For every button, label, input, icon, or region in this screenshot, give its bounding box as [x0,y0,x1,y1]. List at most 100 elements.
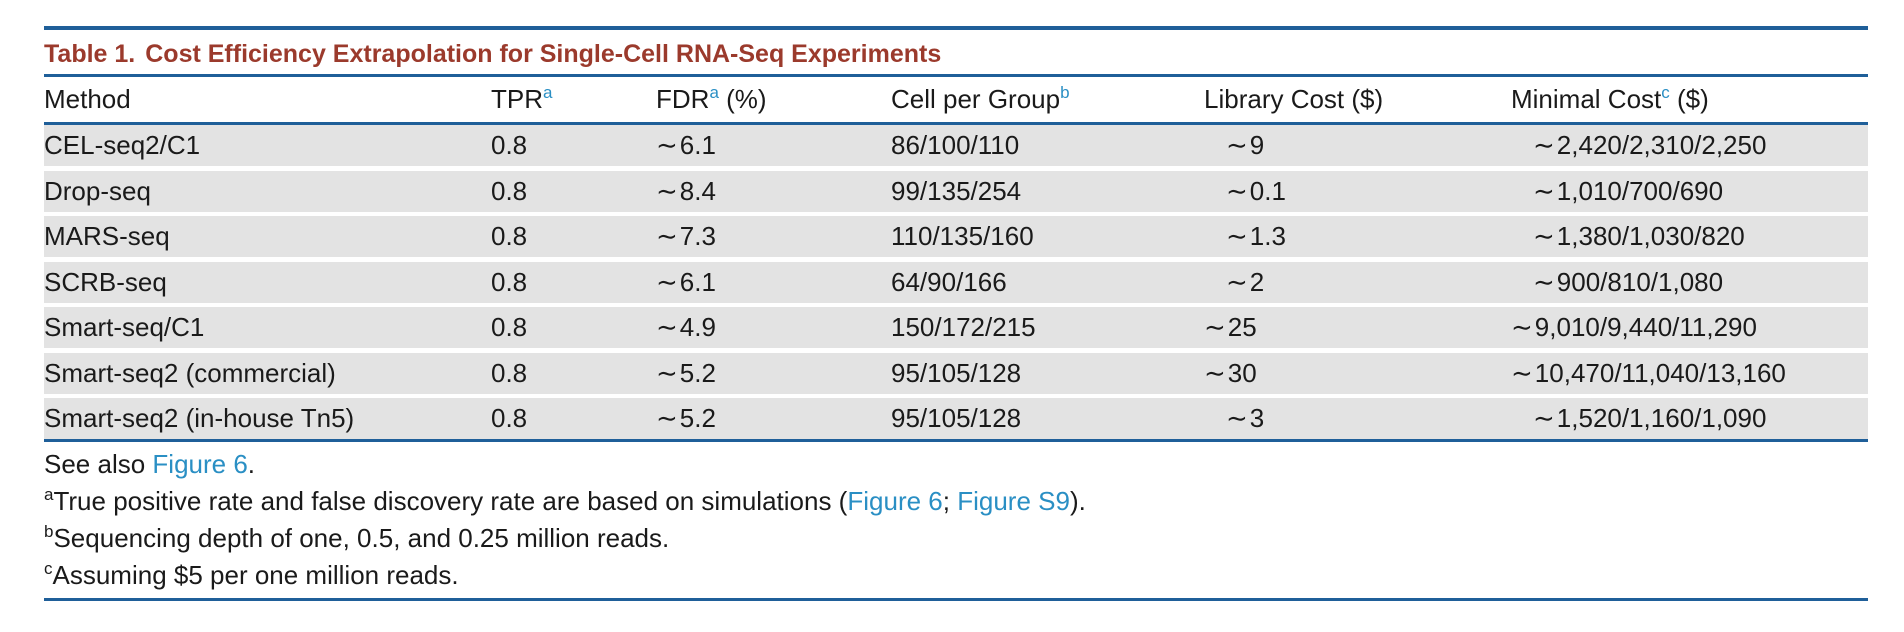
cell-minimal-value: 1,380/1,030/820 [1556,221,1745,251]
cell-method: MARS-seq [44,221,170,251]
tilde-symbol: ∼ [656,403,678,433]
tilde-symbol: ∼ [1511,312,1533,342]
cell-minimal-cost: ∼1,520/1,160/1,090 [1533,403,1868,434]
figure-6-link[interactable]: Figure 6 [847,486,943,516]
figure-s9-link[interactable]: Figure S9 [957,486,1070,516]
table-title-text: Cost Efficiency Extrapolation for Single… [145,40,942,68]
cell-minimal-value: 9,010/9,440/11,290 [1534,312,1757,342]
tilde-symbol: ∼ [1226,130,1248,160]
top-rule [44,26,1868,30]
cell-library-cost: ∼9 [1204,130,1533,161]
header-method: Method [44,84,131,114]
cell-fdr: ∼8.4 [656,176,891,207]
cell-library-cost: ∼30 [1204,358,1511,389]
cell-minimal-value: 10,470/11,040/13,160 [1534,357,1786,388]
cell-fdr-value: 7.3 [679,221,716,251]
cell-library-value: 2 [1249,266,1265,297]
cell-tpr: 0.8 [491,403,528,433]
footnote-marker-a[interactable]: a [543,83,553,102]
cell-fdr: ∼6.1 [656,267,891,298]
note-see-also: See also Figure 6. [44,446,1868,483]
cell-library-cost: ∼0.1 [1204,176,1533,207]
cell-cells: 95/105/128 [891,403,1022,433]
body-rule [44,439,1868,442]
tilde-symbol: ∼ [1226,266,1248,297]
title-rule [44,74,1868,77]
footnote-marker-b[interactable]: b [1060,83,1070,102]
footnote-marker-c[interactable]: c [1661,83,1670,102]
note-b: bSequencing depth of one, 0.5, and 0.25 … [44,520,1868,557]
cell-method: SCRB-seq [44,266,167,297]
note-see-also-text: See also [44,449,153,479]
tilde-symbol: ∼ [1511,357,1533,388]
header-tpr-label: TPR [491,84,543,114]
table-body: CEL-seq2/C1 0.8 ∼6.1 86/100/110 ∼9 ∼2,42… [44,125,1868,439]
table-number: Table 1. [44,40,136,68]
cell-cells: 110/135/160 [891,221,1034,251]
cell-tpr: 0.8 [491,130,528,160]
tilde-symbol: ∼ [656,266,678,297]
table-row: MARS-seq 0.8 ∼7.3 110/135/160 ∼1.3 ∼1,38… [44,216,1868,257]
note-c-text: Assuming $5 per one million reads. [52,560,459,590]
tilde-symbol: ∼ [1533,130,1555,160]
cell-cells: 150/172/215 [891,312,1036,342]
tilde-symbol: ∼ [656,175,678,206]
cell-minimal-cost: ∼1,010/700/690 [1533,176,1868,207]
cell-library-value: 9 [1249,130,1265,160]
header-minimal-unit: ($) [1669,84,1709,114]
cell-fdr: ∼5.2 [656,403,891,434]
header-minimal-cost: Minimal Costc ($) [1511,84,1868,115]
cell-tpr: 0.8 [491,221,528,251]
table-row: Smart-seq/C1 0.8 ∼4.9 150/172/215 ∼25 ∼9… [44,307,1868,348]
footnote-marker-a[interactable]: a [709,83,719,102]
cell-minimal-cost: ∼900/810/1,080 [1533,267,1868,298]
cell-tpr: 0.8 [491,312,528,342]
tilde-symbol: ∼ [1533,266,1555,297]
cell-fdr-value: 8.4 [679,175,716,206]
cell-minimal-value: 900/810/1,080 [1556,266,1724,297]
cell-minimal-cost: ∼1,380/1,030/820 [1533,221,1868,252]
note-punct: . [247,449,256,479]
note-a-marker: a [44,485,54,504]
cell-minimal-value: 2,420/2,310/2,250 [1556,130,1767,160]
header-library-cost: Library Cost ($) [1204,84,1384,114]
figure-6-link[interactable]: Figure 6 [152,449,248,479]
cell-method: Smart-seq2 (commercial) [44,357,336,388]
cell-tpr: 0.8 [491,357,528,388]
cell-minimal-value: 1,520/1,160/1,090 [1556,403,1767,433]
cell-cells: 64/90/166 [891,266,1007,297]
cell-fdr: ∼6.1 [656,130,891,161]
cell-fdr: ∼7.3 [656,221,891,252]
cell-method: Smart-seq/C1 [44,312,205,342]
cell-fdr-value: 5.2 [679,357,716,388]
header-fdr-unit: (%) [718,84,767,114]
tilde-symbol: ∼ [656,357,678,388]
header-row: Method TPRa FDRa (%) Cell per Groupb Lib… [44,77,1868,122]
cell-minimal-cost: ∼2,420/2,310/2,250 [1533,130,1868,161]
cell-tpr: 0.8 [491,266,528,297]
tilde-symbol: ∼ [1533,403,1555,433]
table-container: Table 1. Cost Efficiency Extrapolation fo… [44,26,1868,601]
table-title: Table 1. Cost Efficiency Extrapolation fo… [44,30,1868,74]
header-minimal-label: Minimal Cost [1511,84,1662,114]
note-c-marker: c [44,559,53,578]
cell-library-cost: ∼1.3 [1204,221,1533,252]
header-tpr: TPRa [491,84,656,115]
table-row: Smart-seq2 (commercial) 0.8 ∼5.2 95/105/… [44,352,1868,394]
note-punct: ; [942,486,958,516]
tilde-symbol: ∼ [1226,175,1248,206]
cell-minimal-cost: ∼9,010/9,440/11,290 [1511,312,1868,343]
note-punct: ). [1069,486,1086,516]
header-cells-label: Cell per Group [891,84,1061,114]
cell-cells: 95/105/128 [891,357,1022,388]
cell-tpr: 0.8 [491,175,528,206]
cell-fdr-value: 4.9 [679,312,716,342]
cell-library-cost: ∼2 [1204,267,1533,298]
cell-method: CEL-seq2/C1 [44,130,201,160]
cell-method: Drop-seq [44,175,151,206]
header-fdr: FDRa (%) [656,84,891,115]
tilde-symbol: ∼ [656,130,678,160]
cell-minimal-value: 1,010/700/690 [1556,175,1724,206]
cell-library-value: 0.1 [1249,175,1286,206]
cell-cells: 86/100/110 [891,130,1020,160]
